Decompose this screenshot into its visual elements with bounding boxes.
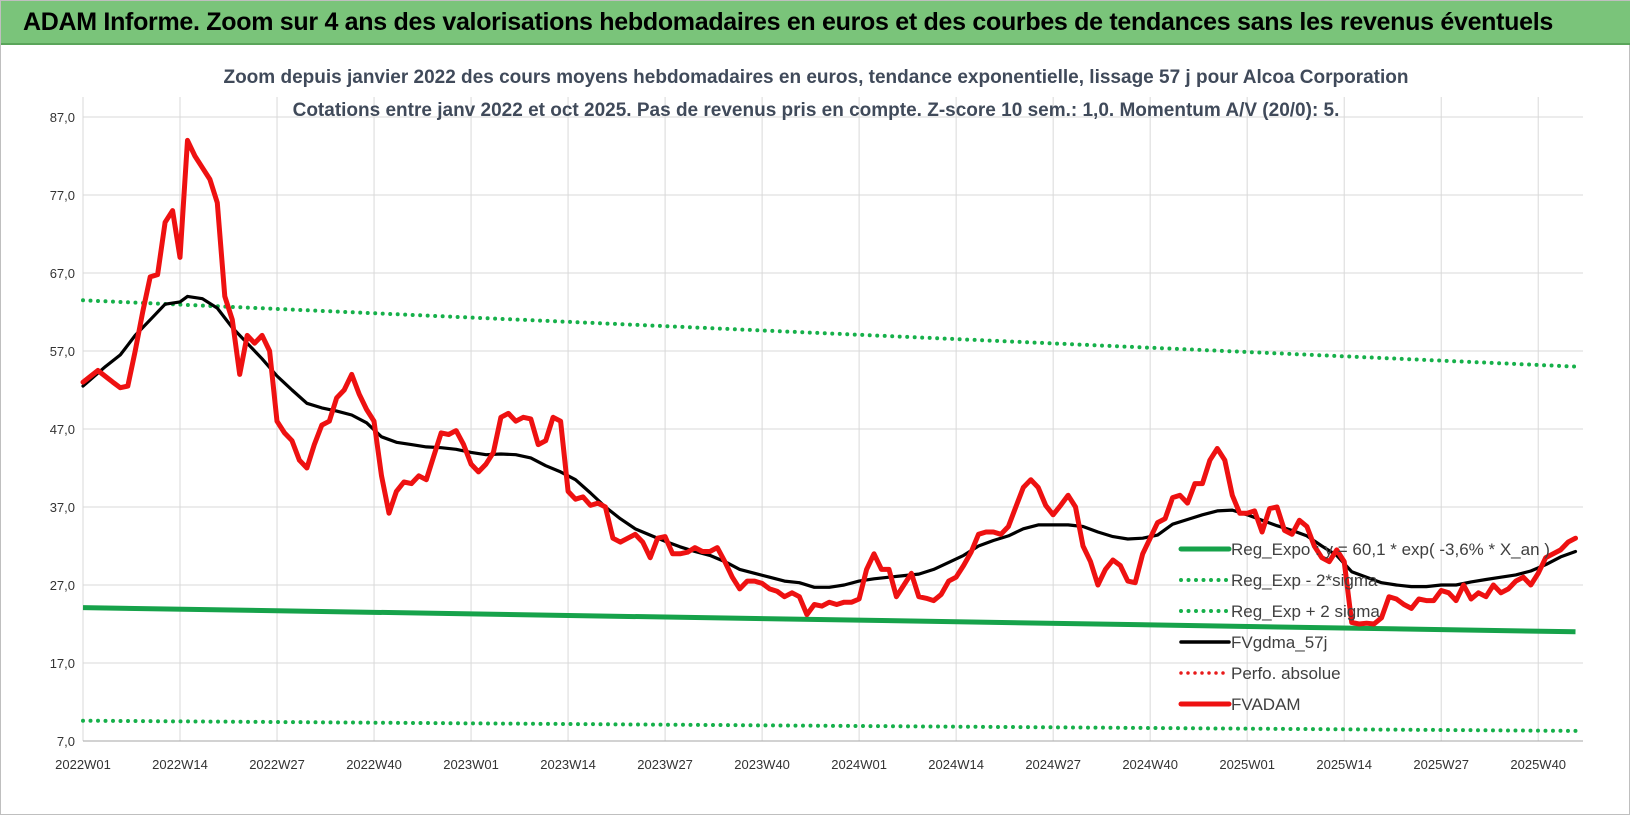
x-tick-label: 2024W14: [928, 757, 984, 772]
x-tick-label: 2025W14: [1316, 757, 1372, 772]
x-tick-label: 2023W27: [637, 757, 693, 772]
series-layer: [80, 137, 1578, 733]
y-tick-label: 27,0: [50, 578, 75, 593]
x-tick-label: 2024W27: [1025, 757, 1081, 772]
y-tick-label: 37,0: [50, 500, 75, 515]
header-band: ADAM Informe. Zoom sur 4 ans des valoris…: [1, 1, 1630, 45]
chart-title-line-1: Zoom depuis janvier 2022 des cours moyen…: [223, 67, 1409, 88]
x-tick-label: 2025W40: [1510, 757, 1566, 772]
legend-label: Reg_Exp - 2*sigma: [1231, 571, 1378, 590]
x-tick-label: 2022W40: [346, 757, 402, 772]
x-tick-label: 2022W01: [55, 757, 111, 772]
y-tick-label: 47,0: [50, 422, 75, 437]
y-tick-label: 7,0: [57, 734, 75, 749]
legend-label: Reg_Exp + 2 sigma: [1231, 602, 1380, 621]
x-tick-label: 2024W40: [1122, 757, 1178, 772]
ticks-layer: 7,0 17,0 27,0 37,0 47,0 57,0 67,0 77,0 87,0 2022W…: [50, 110, 1566, 772]
x-tick-label: 2023W40: [734, 757, 790, 772]
x-tick-label: 2023W01: [443, 757, 499, 772]
series-reg-minus-2sigma: [81, 718, 1578, 733]
legend: Reg_Expo : y = 60,1 * exp( -3,6% * X_an …: [1178, 540, 1550, 714]
x-tick-label: 2022W14: [152, 757, 208, 772]
chart-title-line-2: Cotations entre janv 2022 et oct 2025. P…: [292, 100, 1340, 121]
y-tick-label: 87,0: [50, 110, 75, 125]
legend-label: FVgdma_57j: [1231, 633, 1327, 652]
y-tick-label: 17,0: [50, 656, 75, 671]
legend-label: FVADAM: [1231, 695, 1301, 714]
x-tick-label: 2023W14: [540, 757, 596, 772]
x-tick-label: 2025W27: [1413, 757, 1469, 772]
series-reg-expo: [82, 605, 1576, 635]
y-tick-label: 57,0: [50, 344, 75, 359]
x-tick-label: 2024W01: [831, 757, 887, 772]
page-title: ADAM Informe. Zoom sur 4 ans des valoris…: [23, 8, 1553, 36]
grid-layer: [82, 97, 1583, 742]
x-tick-label: 2025W01: [1219, 757, 1275, 772]
series-reg-plus-2sigma: [81, 298, 1578, 369]
y-tick-label: 77,0: [50, 188, 75, 203]
y-tick-label: 67,0: [50, 266, 75, 281]
x-tick-label: 2022W27: [249, 757, 305, 772]
series-fvadam: [80, 137, 1578, 627]
legend-label: Reg_Expo : y = 60,1 * exp( -3,6% * X_an …: [1231, 540, 1550, 559]
legend-label: Perfo. absolue: [1231, 664, 1341, 683]
